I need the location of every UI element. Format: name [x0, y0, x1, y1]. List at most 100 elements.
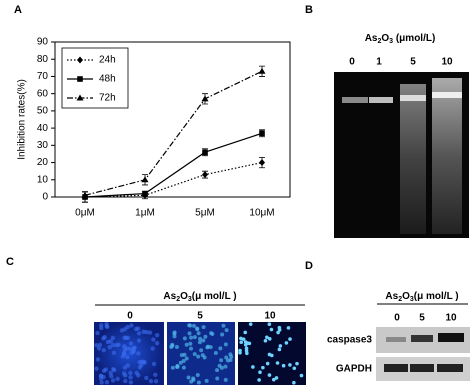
- cell: [97, 342, 103, 348]
- cell: [189, 335, 194, 340]
- cell: [128, 380, 134, 385]
- cell: [154, 340, 160, 346]
- cell: [101, 348, 106, 353]
- y-tick-label: 30: [37, 140, 49, 151]
- cell: [223, 377, 228, 382]
- cell: [292, 366, 297, 371]
- cell: [196, 380, 201, 385]
- western-blot: [376, 327, 470, 381]
- cell: [189, 379, 194, 384]
- cell: [104, 379, 110, 385]
- x-tick-label: 5μM: [195, 208, 215, 219]
- cell: [299, 373, 304, 378]
- y-tick-label: 0: [42, 192, 48, 203]
- cell: [224, 328, 229, 333]
- marker: [141, 176, 149, 183]
- cell: [119, 328, 125, 333]
- cell: [278, 344, 283, 348]
- cell: [154, 332, 160, 338]
- lane-label: 0: [349, 57, 355, 68]
- cell: [125, 363, 131, 368]
- cell: [224, 355, 229, 360]
- lane-label: 5: [419, 313, 425, 324]
- y-axis-label: Inhibition rates(%): [17, 79, 28, 160]
- cell: [172, 330, 177, 335]
- cell: [197, 340, 202, 345]
- lane-label: 10: [441, 57, 453, 68]
- cell: [187, 331, 192, 336]
- cell: [121, 351, 127, 356]
- cell: [170, 342, 175, 347]
- cell: [101, 368, 107, 373]
- cell: [219, 358, 224, 363]
- cell: [178, 360, 183, 365]
- cell: [133, 326, 139, 332]
- cell: [136, 351, 141, 356]
- cell: [218, 346, 223, 351]
- cell: [275, 361, 280, 365]
- cell: [139, 359, 145, 364]
- cell: [258, 370, 262, 374]
- legend-label: 24h: [99, 55, 116, 66]
- cell: [147, 330, 153, 335]
- cell: [181, 359, 186, 364]
- cell: [111, 350, 117, 356]
- cell: [192, 352, 197, 357]
- cell: [96, 346, 102, 351]
- cell: [267, 352, 272, 357]
- cell: [257, 378, 261, 382]
- gel-image: [334, 72, 469, 238]
- cell: [127, 346, 133, 352]
- series-line: [84, 161, 263, 198]
- marker: [258, 67, 266, 74]
- lane-label: 0: [127, 311, 133, 322]
- fluor-header: As2O3(μ mol/L ): [163, 291, 236, 303]
- legend-marker: [77, 56, 83, 64]
- cell: [243, 330, 248, 335]
- y-tick-label: 80: [37, 54, 49, 65]
- cell: [219, 365, 224, 370]
- y-tick-label: 50: [37, 106, 49, 117]
- cell: [150, 346, 155, 351]
- cell: [121, 344, 127, 349]
- cell: [199, 348, 204, 353]
- cell: [238, 348, 242, 353]
- cell: [114, 342, 119, 348]
- cell: [239, 340, 244, 345]
- row-label: GAPDH: [336, 364, 372, 375]
- cell: [182, 352, 187, 357]
- legend-marker: [77, 76, 83, 82]
- cell: [94, 366, 99, 371]
- cell: [151, 337, 156, 342]
- cell: [189, 346, 194, 351]
- cell: [228, 352, 233, 357]
- cell: [144, 375, 149, 381]
- cell: [153, 379, 159, 384]
- cell: [195, 372, 200, 377]
- cell: [186, 375, 191, 380]
- cell: [110, 335, 116, 341]
- cell: [123, 335, 129, 341]
- x-tick-label: 0μM: [75, 208, 95, 219]
- cell: [102, 335, 107, 340]
- cell: [101, 374, 106, 380]
- cell: [188, 341, 193, 346]
- cell: [281, 363, 286, 368]
- marker: [202, 171, 208, 179]
- cell: [192, 335, 197, 340]
- cell: [223, 342, 228, 347]
- cell: [128, 375, 133, 380]
- cell: [181, 365, 186, 370]
- cell: [295, 361, 299, 366]
- cell: [184, 342, 189, 347]
- y-tick-label: 10: [37, 174, 49, 185]
- cell: [104, 321, 109, 327]
- cell: [107, 345, 112, 350]
- cell: [110, 343, 116, 348]
- cell: [265, 361, 270, 366]
- cell: [265, 335, 269, 340]
- cell: [244, 348, 249, 353]
- panel-label: C: [6, 256, 14, 268]
- cell: [288, 337, 292, 341]
